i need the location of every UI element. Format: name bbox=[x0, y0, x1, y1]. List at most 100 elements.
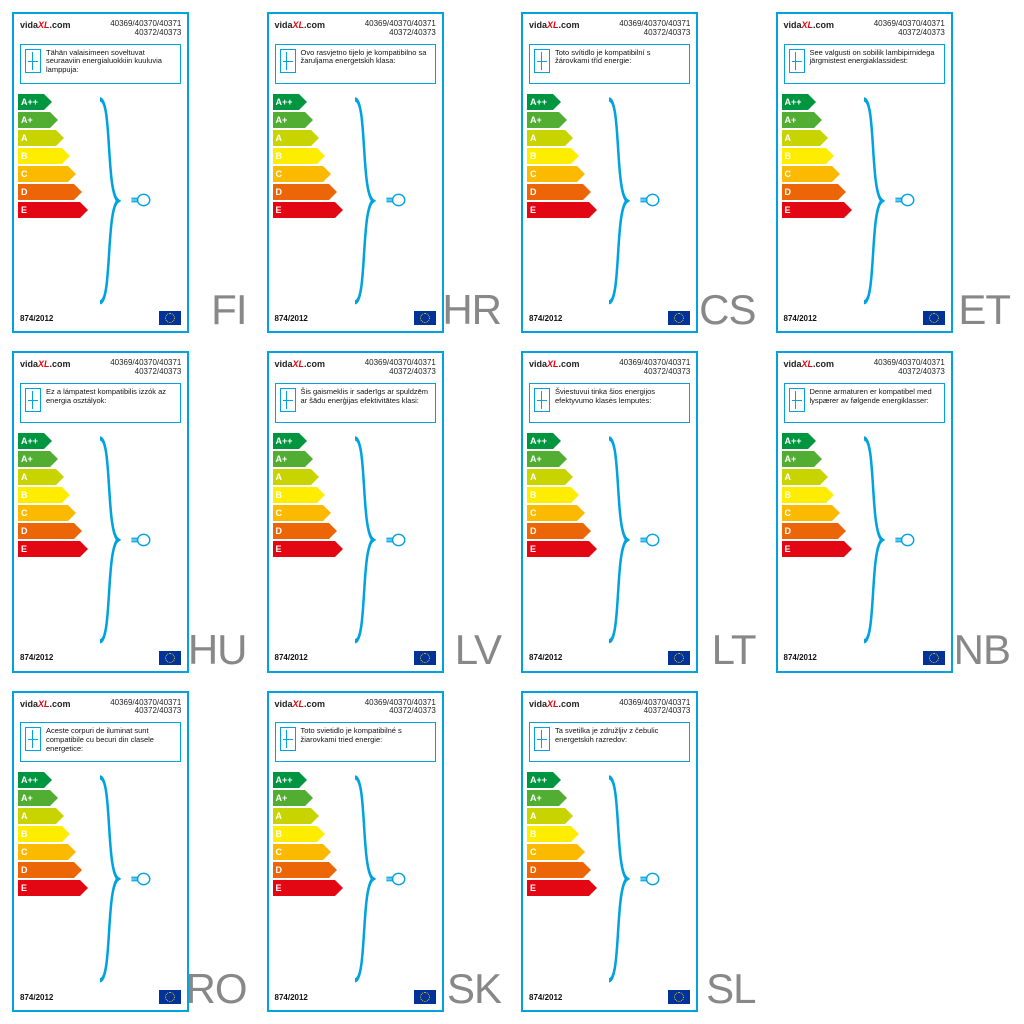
card-footer: 874/2012 bbox=[269, 647, 442, 671]
energy-arrow-A: A bbox=[273, 469, 319, 485]
energy-area: A++ A+ A B C bbox=[523, 768, 696, 986]
fixture-icon bbox=[280, 727, 296, 751]
description-text: Denne armaturen er kompatibel med lyspær… bbox=[810, 388, 940, 405]
description-box: Denne armaturen er kompatibel med lyspær… bbox=[784, 383, 945, 423]
brand-logo: vidaXL.com bbox=[784, 20, 835, 30]
regulation-text: 874/2012 bbox=[275, 993, 308, 1002]
energy-arrow-A: A bbox=[527, 808, 573, 824]
energy-class-row: A+ bbox=[273, 112, 343, 128]
energy-class-row: A+ bbox=[273, 790, 343, 806]
card-header: vidaXL.com 40369/40370/40371 40372/40373 bbox=[523, 14, 696, 42]
eu-flag-icon bbox=[668, 990, 690, 1004]
energy-area: A++ A+ A B C bbox=[778, 90, 951, 308]
energy-arrow-A: A bbox=[527, 130, 573, 146]
energy-class-row: B bbox=[782, 148, 852, 164]
energy-class-row: A++ bbox=[527, 772, 597, 788]
energy-label-card: vidaXL.com 40369/40370/40371 40372/40373… bbox=[12, 12, 189, 333]
model-line-1: 40369/40370/40371 bbox=[110, 698, 181, 707]
energy-class-row: C bbox=[18, 844, 88, 860]
energy-arrow-D: D bbox=[273, 862, 337, 878]
model-line-2: 40372/40373 bbox=[389, 706, 436, 715]
card-header: vidaXL.com 40369/40370/40371 40372/40373 bbox=[269, 693, 442, 721]
bulb-icon bbox=[639, 533, 661, 547]
energy-arrow-A+: A+ bbox=[782, 451, 822, 467]
model-line-1: 40369/40370/40371 bbox=[110, 19, 181, 28]
description-text: Šis gaismeklis ir saderīgs ar spuldzēm a… bbox=[301, 388, 431, 405]
energy-arrow-C: C bbox=[18, 844, 76, 860]
country-code: ET bbox=[956, 287, 1012, 333]
energy-class-row: A+ bbox=[18, 790, 88, 806]
energy-arrow-E: E bbox=[18, 880, 88, 896]
description-box: Tähän valaisimeen soveltuvat seuraaviin … bbox=[20, 44, 181, 84]
energy-class-row: A bbox=[782, 469, 852, 485]
energy-arrow-B: B bbox=[273, 148, 325, 164]
energy-arrow-E: E bbox=[18, 541, 88, 557]
energy-class-row: A+ bbox=[18, 451, 88, 467]
energy-class-row: D bbox=[18, 862, 88, 878]
energy-class-row: C bbox=[527, 505, 597, 521]
model-numbers: 40369/40370/40371 40372/40373 bbox=[365, 359, 436, 377]
energy-class-row: D bbox=[782, 184, 852, 200]
energy-arrow-D: D bbox=[18, 523, 82, 539]
bulb-icon bbox=[639, 872, 661, 886]
regulation-text: 874/2012 bbox=[20, 314, 53, 323]
description-box: Ez a lámpatest kompatibilis izzók az ene… bbox=[20, 383, 181, 423]
energy-class-row: A++ bbox=[527, 94, 597, 110]
energy-arrow-E: E bbox=[782, 202, 852, 218]
energy-arrow-A+: A+ bbox=[273, 790, 313, 806]
energy-label-card: vidaXL.com 40369/40370/40371 40372/40373… bbox=[267, 12, 444, 333]
energy-class-row: A+ bbox=[527, 112, 597, 128]
energy-class-row: E bbox=[18, 202, 88, 218]
brand-logo: vidaXL.com bbox=[275, 359, 326, 369]
energy-arrow-A+: A+ bbox=[273, 451, 313, 467]
fixture-icon bbox=[280, 49, 296, 73]
eu-flag-icon bbox=[159, 990, 181, 1004]
energy-area: A++ A+ A B C bbox=[523, 429, 696, 647]
energy-class-row: B bbox=[273, 487, 343, 503]
brace-icon bbox=[860, 435, 890, 645]
energy-class-row: B bbox=[527, 487, 597, 503]
country-code: LT bbox=[710, 627, 758, 673]
energy-arrow-E: E bbox=[527, 880, 597, 896]
description-box: Toto svítidlo je kompatibilní s žárovkam… bbox=[529, 44, 690, 84]
energy-class-row: E bbox=[527, 202, 597, 218]
model-numbers: 40369/40370/40371 40372/40373 bbox=[110, 20, 181, 38]
model-line-1: 40369/40370/40371 bbox=[365, 698, 436, 707]
regulation-text: 874/2012 bbox=[529, 314, 562, 323]
energy-class-row: A+ bbox=[18, 112, 88, 128]
model-numbers: 40369/40370/40371 40372/40373 bbox=[110, 699, 181, 717]
brace-bulb-area bbox=[597, 94, 692, 308]
energy-area: A++ A+ A B C bbox=[523, 90, 696, 308]
energy-area: A++ A+ A B C bbox=[778, 429, 951, 647]
country-code: FI bbox=[209, 287, 248, 333]
eu-flag-icon bbox=[159, 651, 181, 665]
energy-arrow-A++: A++ bbox=[527, 772, 561, 788]
energy-class-row: A++ bbox=[782, 433, 852, 449]
bulb-icon bbox=[385, 533, 407, 547]
energy-class-row: A++ bbox=[273, 94, 343, 110]
brand-logo: vidaXL.com bbox=[20, 359, 71, 369]
eu-flag-icon bbox=[159, 311, 181, 325]
regulation-text: 874/2012 bbox=[20, 993, 53, 1002]
energy-arrow-D: D bbox=[273, 184, 337, 200]
energy-arrow-A++: A++ bbox=[18, 433, 52, 449]
eu-flag-icon bbox=[668, 311, 690, 325]
energy-arrow-C: C bbox=[273, 844, 331, 860]
brace-bulb-area bbox=[88, 772, 183, 986]
energy-class-row: E bbox=[273, 880, 343, 896]
model-line-2: 40372/40373 bbox=[389, 367, 436, 376]
brace-bulb-area bbox=[343, 433, 438, 647]
energy-label-card: vidaXL.com 40369/40370/40371 40372/40373… bbox=[521, 691, 698, 1012]
card-footer: 874/2012 bbox=[14, 307, 187, 331]
energy-arrow-B: B bbox=[273, 487, 325, 503]
card-footer: 874/2012 bbox=[14, 647, 187, 671]
description-box: Aceste corpuri de iluminat sunt compatib… bbox=[20, 722, 181, 762]
card-footer: 874/2012 bbox=[778, 647, 951, 671]
energy-arrow-B: B bbox=[18, 148, 70, 164]
regulation-text: 874/2012 bbox=[275, 314, 308, 323]
model-line-1: 40369/40370/40371 bbox=[874, 358, 945, 367]
brand-logo: vidaXL.com bbox=[529, 699, 580, 709]
eu-flag-icon bbox=[414, 311, 436, 325]
energy-label-card: vidaXL.com 40369/40370/40371 40372/40373… bbox=[12, 351, 189, 672]
bulb-icon bbox=[130, 193, 152, 207]
